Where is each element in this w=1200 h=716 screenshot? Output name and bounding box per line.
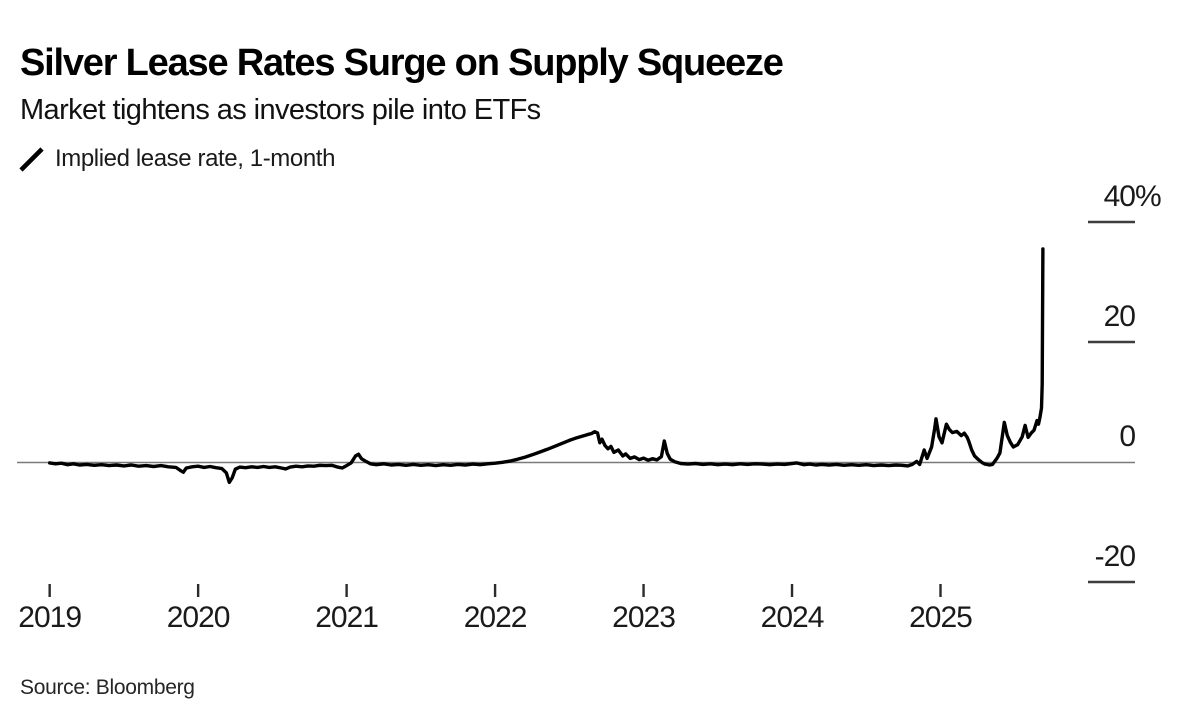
y-axis-label: 20 [1103, 300, 1136, 333]
slash-icon [19, 146, 44, 172]
x-axis-label: 2020 [166, 601, 231, 634]
y-axis-label: 40% [1103, 180, 1162, 213]
y-axis-label-suffix: % [1135, 180, 1162, 213]
x-axis-label: 2023 [612, 601, 676, 634]
y-axis-label: 0 [1119, 420, 1136, 453]
x-axis-label: 2025 [909, 601, 973, 634]
legend-label: Implied lease rate, 1-month [55, 145, 336, 172]
x-axis-label: 2024 [760, 601, 825, 634]
x-axis-label: 2019 [18, 601, 82, 634]
lease-rate-line [48, 247, 1045, 485]
x-axis-label: 2022 [463, 601, 528, 634]
chart-subtitle: Market tightens as investors pile into E… [20, 94, 541, 126]
legend: Implied lease rate, 1-month [18, 145, 335, 173]
page-title: Silver Lease Rates Surge on Supply Squee… [20, 42, 784, 84]
y-axis-label: -20 [1094, 540, 1136, 573]
source-note: Source: Bloomberg [20, 676, 195, 699]
x-axis-label: 2021 [315, 601, 379, 634]
